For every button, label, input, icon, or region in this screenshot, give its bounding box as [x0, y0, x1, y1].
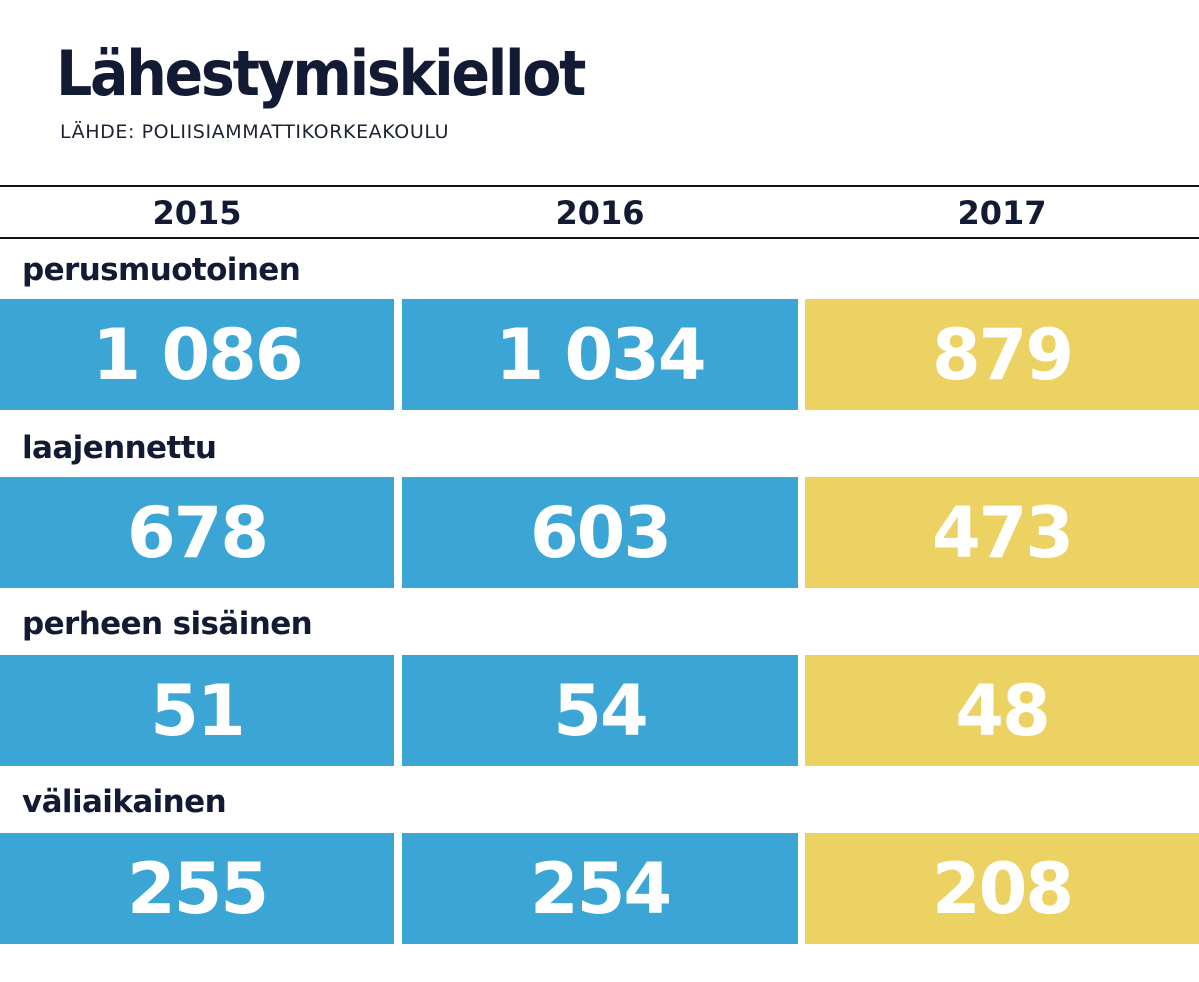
header-bottom-rule [0, 237, 1199, 239]
value-cell-perusmuotoinen-2016: 1 034 [402, 299, 798, 410]
column-header-2016: 2016 [555, 194, 645, 232]
row-label-väliaikainen: väliaikainen [22, 784, 227, 820]
value-cell-perheen-sisäinen-2017: 48 [805, 655, 1199, 766]
value-cell-väliaikainen-2015: 255 [0, 833, 394, 944]
row-label-laajennettu: laajennettu [22, 430, 217, 466]
value-cell-väliaikainen-2016: 254 [402, 833, 798, 944]
chart-title: Lähestymiskiellot [56, 37, 586, 110]
row-label-perusmuotoinen: perusmuotoinen [22, 252, 301, 288]
value-cell-väliaikainen-2017: 208 [805, 833, 1199, 944]
value-cell-perusmuotoinen-2017: 879 [805, 299, 1199, 410]
value-cell-laajennettu-2017: 473 [805, 477, 1199, 588]
row-label-perheen-sisäinen: perheen sisäinen [22, 606, 313, 642]
value-cell-laajennettu-2016: 603 [402, 477, 798, 588]
header-top-rule [0, 185, 1199, 187]
column-header-2017: 2017 [957, 194, 1047, 232]
value-cell-perheen-sisäinen-2016: 54 [402, 655, 798, 766]
value-cell-perheen-sisäinen-2015: 51 [0, 655, 394, 766]
source-note: LÄHDE: POLIISIAMMATTIKORKEAKOULU [60, 121, 450, 143]
column-header-2015: 2015 [152, 194, 242, 232]
value-cell-perusmuotoinen-2015: 1 086 [0, 299, 394, 410]
value-cell-laajennettu-2015: 678 [0, 477, 394, 588]
